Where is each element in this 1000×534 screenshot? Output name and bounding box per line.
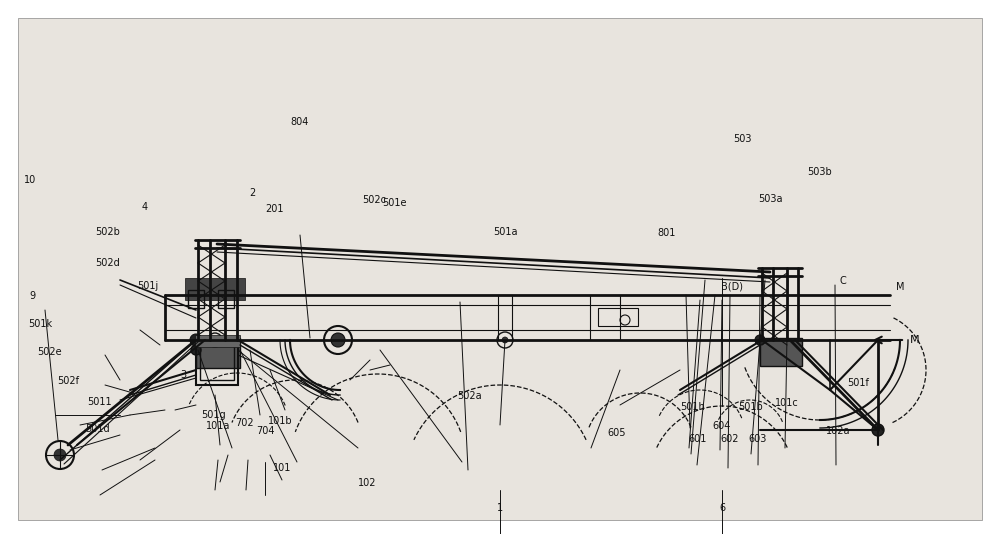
Text: 4: 4 [142,202,148,211]
Circle shape [872,424,884,436]
Text: 704: 704 [256,427,274,436]
Text: 101a: 101a [206,421,230,431]
Text: 102: 102 [358,478,376,488]
Bar [760,338,802,366]
Text: 502a: 502a [458,391,482,400]
Text: 201: 201 [266,205,284,214]
Bar [185,278,245,300]
Text: 804: 804 [291,117,309,127]
Bar [598,308,638,326]
Text: 9: 9 [29,292,35,301]
Text: 501f: 501f [847,379,869,388]
Bar [218,290,234,308]
Text: 503: 503 [733,135,751,144]
Text: 2: 2 [249,189,255,198]
Text: 603: 603 [749,434,767,444]
Text: 602: 602 [721,434,739,444]
Text: 101: 101 [273,463,291,473]
Bar [498,295,512,340]
Text: 601: 601 [689,434,707,444]
Bar [196,340,238,385]
Text: 502f: 502f [57,376,79,386]
Circle shape [755,335,765,345]
Text: 501e: 501e [382,198,406,208]
Text: 501b: 501b [739,402,763,412]
Bar [196,338,240,368]
Text: 801: 801 [658,229,676,238]
Text: B(D): B(D) [721,282,743,292]
Text: 605: 605 [608,428,626,437]
Bar [188,290,204,308]
Text: 3: 3 [180,371,186,380]
Text: 702: 702 [236,419,254,428]
Text: 10: 10 [24,176,36,185]
Text: 5011: 5011 [88,397,112,407]
Text: 502b: 502b [96,227,120,237]
Text: 502d: 502d [96,258,120,268]
Text: 502e: 502e [38,348,62,357]
Text: C: C [840,277,846,286]
Text: 101b: 101b [268,416,292,426]
Text: 502c: 502c [362,195,386,205]
Text: 1: 1 [497,504,503,513]
Circle shape [191,345,201,355]
Circle shape [190,334,202,346]
Text: 503a: 503a [758,194,782,203]
Text: 501k: 501k [28,319,52,329]
Text: M: M [910,335,920,345]
Text: 6: 6 [719,504,725,513]
Text: 501d: 501d [86,424,110,434]
Text: 604: 604 [713,421,731,430]
Circle shape [331,333,345,347]
Text: 501j: 501j [137,281,159,290]
Circle shape [54,449,66,461]
Text: 101c: 101c [775,398,799,408]
Text: 503b: 503b [808,168,832,177]
Circle shape [502,337,508,343]
Bar [200,345,234,380]
Text: M: M [896,282,904,292]
Text: 501a: 501a [493,227,517,237]
Text: 102a: 102a [826,427,850,436]
Text: 501g: 501g [201,411,225,420]
Bar [195,335,240,347]
Text: 501h: 501h [681,402,705,412]
